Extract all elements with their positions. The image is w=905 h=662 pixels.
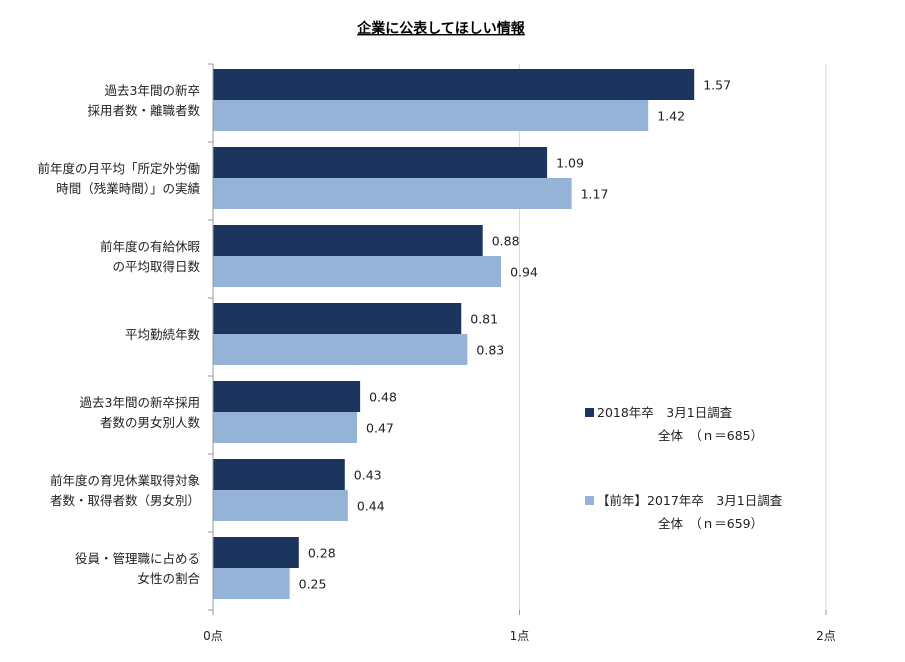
category-label: 者数の男女別人数 <box>100 415 201 430</box>
legend-swatch-2017 <box>585 496 594 505</box>
data-label: 0.44 <box>357 499 385 514</box>
category-label: 過去3年間の新卒 <box>105 83 200 98</box>
data-label: 0.25 <box>299 577 327 592</box>
data-label: 1.09 <box>556 156 584 171</box>
category-label: 役員・管理職に占める <box>75 551 200 566</box>
bar-2018 <box>213 147 548 178</box>
bar-2017 <box>213 334 468 365</box>
bar-2017 <box>213 100 649 131</box>
x-tick-label: 2点 <box>816 629 836 643</box>
bar-2018 <box>213 69 695 100</box>
legend-sample-size: 全体 （ｎ＝659） <box>658 516 763 531</box>
data-label: 0.88 <box>492 234 520 249</box>
bar-2018 <box>213 225 483 256</box>
legend-swatch-2018 <box>585 408 594 417</box>
category-label: 前年度の有給休暇 <box>100 239 201 254</box>
data-label: 0.83 <box>476 343 504 358</box>
category-label: 女性の割合 <box>137 571 200 586</box>
bar-2018 <box>213 381 361 412</box>
bar-2017 <box>213 490 348 521</box>
data-label: 0.28 <box>308 546 336 561</box>
data-label: 0.48 <box>369 390 397 405</box>
category-label: 過去3年間の新卒採用 <box>80 395 200 410</box>
data-label: 0.94 <box>510 265 538 280</box>
data-label: 0.81 <box>470 312 498 327</box>
data-label: 0.43 <box>354 468 382 483</box>
bar-2017 <box>213 412 358 443</box>
bar-2018 <box>213 303 462 334</box>
axis-layer: 0点 1点 2点 過去3年間の新卒採用者数・離職者数前年度の月平均「所定外労働時間（残… <box>37 63 836 643</box>
bar-2018 <box>213 537 299 568</box>
x-tick-label: 1点 <box>510 629 530 643</box>
bar-2017 <box>213 568 290 599</box>
category-label: 時間（残業時間）」の実績 <box>56 181 200 196</box>
data-label: 1.42 <box>657 109 685 124</box>
legend-label: 2018年卒 3月1日調査 <box>597 405 733 420</box>
category-label: 者数・取得者数（男女別） <box>50 493 200 508</box>
legend-sample-size: 全体 （ｎ＝685） <box>658 428 763 443</box>
category-label: の平均取得日数 <box>112 259 200 274</box>
category-label: 前年度の月平均「所定外労働 <box>37 161 200 176</box>
bar-2017 <box>213 256 502 287</box>
legend-label: 【前年】2017年卒 3月1日調査 <box>597 493 783 508</box>
bars-layer: 1.57 1.42 1.09 1.17 0.88 0.94 0.81 0.83 0.48 0.47… <box>213 69 731 599</box>
x-tick-label: 0点 <box>203 629 223 643</box>
chart-title: 企業に公表してほしい情報 <box>356 20 526 37</box>
category-label: 採用者数・離職者数 <box>87 103 200 118</box>
data-label: 0.47 <box>366 421 394 436</box>
bar-2018 <box>213 459 345 490</box>
bar-2017 <box>213 178 572 209</box>
category-label: 前年度の育児休業取得対象 <box>50 473 200 488</box>
data-label: 1.17 <box>581 187 609 202</box>
data-label: 1.57 <box>703 78 731 93</box>
category-label: 平均勤続年数 <box>125 327 201 342</box>
